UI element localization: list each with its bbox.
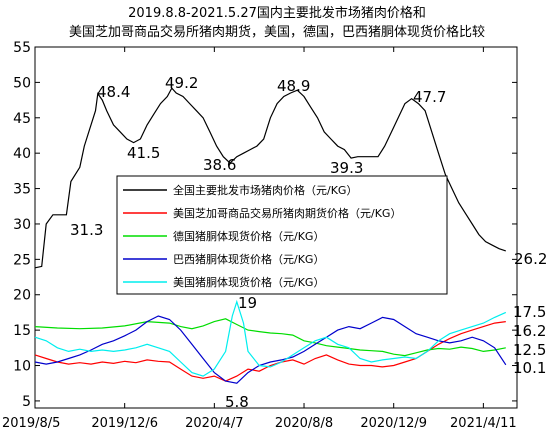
plot-area: 5 10 15 20 25 30 35 40 45 50 55 2019/8/5 2019/12/6 20… <box>2 40 547 431</box>
y-tick-label: 45 <box>13 111 31 127</box>
y-tick-label: 35 <box>13 182 31 198</box>
legend-label: 巴西猪胴体现货价格（元/KG） <box>173 252 324 266</box>
series-line-3 <box>34 315 507 384</box>
data-label: 38.6 <box>203 156 236 174</box>
data-label: 47.7 <box>413 88 446 106</box>
y-tick-label: 15 <box>13 323 31 339</box>
y-tick-label: 25 <box>13 252 31 268</box>
y-tick-label: 50 <box>13 75 31 91</box>
data-label: 26.2 <box>514 250 547 268</box>
y-tick-label: 30 <box>13 217 31 233</box>
data-label: 10.1 <box>513 359 546 377</box>
y-tick-label: 10 <box>13 359 31 375</box>
data-label: 48.4 <box>97 83 130 101</box>
data-label: 41.5 <box>127 144 160 162</box>
data-label: 49.2 <box>165 74 198 92</box>
y-tick-label: 5 <box>22 394 31 410</box>
data-label: 17.5 <box>513 303 546 321</box>
legend-label: 全国主要批发市场猪肉价格（元/KG） <box>173 183 357 197</box>
y-tick-label: 20 <box>13 288 31 304</box>
series-line-0 <box>34 87 506 269</box>
series-line-4 <box>34 299 507 377</box>
x-tick-label: 2020/4/7 <box>185 416 243 431</box>
data-label: 39.3 <box>330 159 363 177</box>
plot-frame <box>34 46 518 409</box>
x-tick-label: 2019/12/6 <box>91 416 158 431</box>
chart-title-line1: 2019.8.8-2021.5.27国内主要批发市场猪肉价格和 <box>128 5 426 21</box>
x-tick-label: 2020/8/8 <box>275 416 333 431</box>
legend-box <box>116 175 448 295</box>
data-label: 12.5 <box>513 341 546 359</box>
data-label: 48.9 <box>277 77 310 95</box>
y-tick-label: 55 <box>13 40 31 56</box>
x-tick-label: 2020/12/9 <box>360 416 427 431</box>
x-tick-label: 2021/4/11 <box>450 416 517 431</box>
legend-label: 德国猪胴体现货价格（元/KG） <box>173 229 324 243</box>
data-label: 16.2 <box>513 322 546 340</box>
legend-label: 美国猪胴体现货价格（元/KG） <box>173 275 324 289</box>
x-tick-label: 2019/8/5 <box>2 416 60 431</box>
series-line-2 <box>34 318 506 357</box>
chart-title-line2: 美国芝加哥商品交易所猪肉期货，美国，德国，巴西猪胴体现货价格比较 <box>69 24 485 40</box>
series-line-1 <box>34 321 506 382</box>
data-label: 19 <box>238 294 257 312</box>
legend-label: 美国芝加哥商品交易所猪肉期货价格（元/KG） <box>173 206 401 220</box>
y-tick-label: 40 <box>13 146 31 162</box>
data-label: 5.8 <box>225 393 249 411</box>
data-label: 31.3 <box>70 221 103 239</box>
